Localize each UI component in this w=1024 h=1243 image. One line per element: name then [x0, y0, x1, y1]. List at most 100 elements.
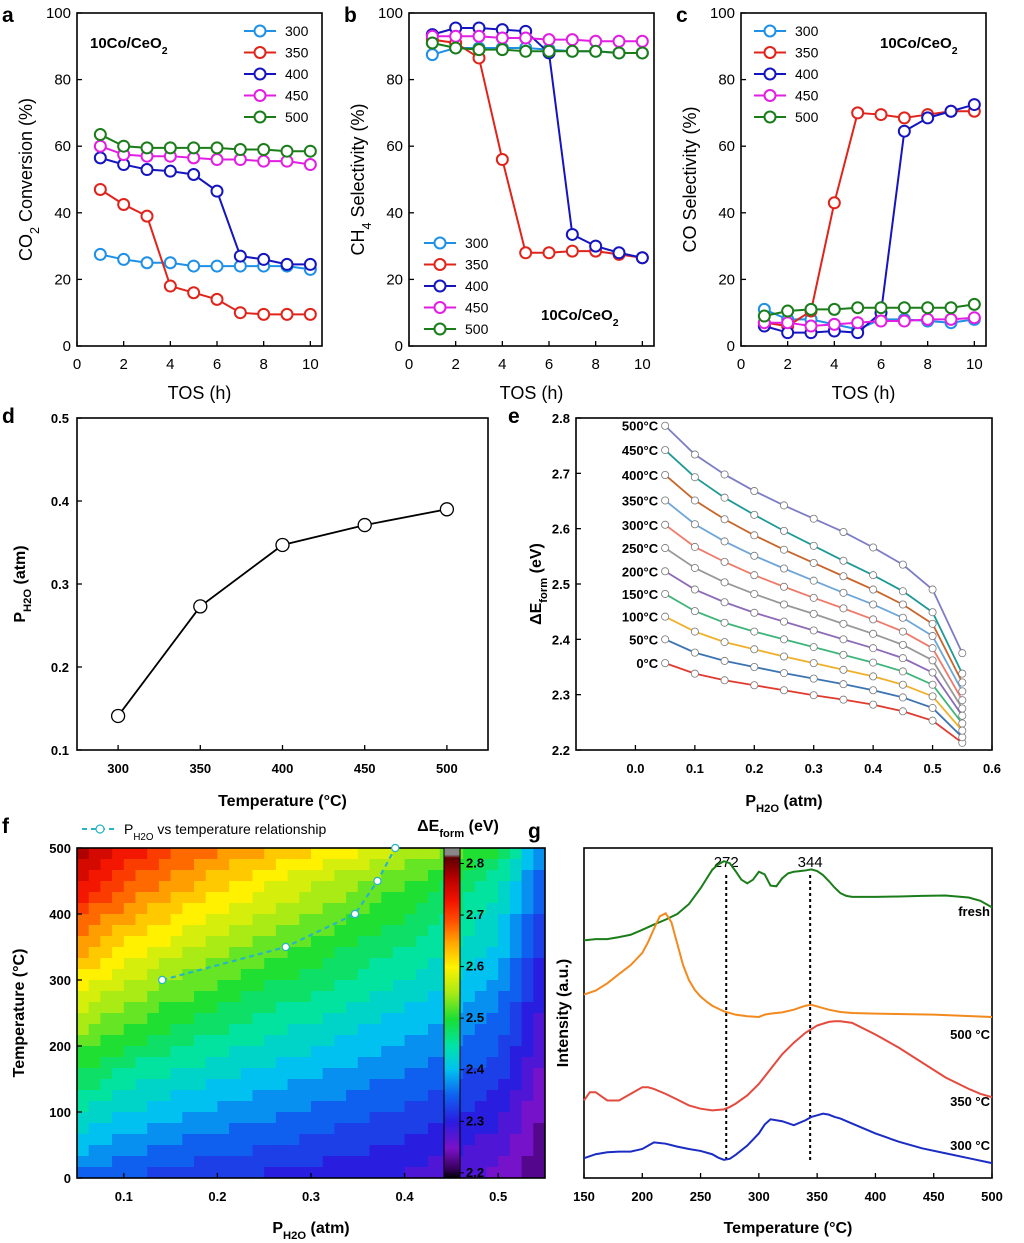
contour-cell-f — [369, 881, 382, 893]
contour-cell-f — [194, 892, 207, 904]
contour-cell-f — [275, 1079, 289, 1091]
contour-cell-f — [77, 1057, 90, 1069]
contour-cell-f — [135, 1145, 148, 1157]
contour-cell-f — [182, 1035, 195, 1047]
data-point-e — [958, 711, 967, 720]
contour-cell-f — [112, 1167, 125, 1178]
contour-cell-f — [205, 903, 218, 915]
contour-cell-f — [158, 1145, 172, 1157]
series-label-e-250°C: 250°C — [622, 541, 659, 556]
contour-cell-f — [217, 1068, 230, 1080]
contour-cell-f — [112, 1035, 125, 1047]
contour-cell-f — [170, 1068, 183, 1080]
contour-cell-f — [533, 936, 545, 948]
contour-cell-f — [287, 925, 300, 937]
contour-cell-f — [252, 1057, 265, 1069]
contour-cell-f — [170, 1057, 183, 1069]
contour-cell-f — [474, 1134, 488, 1146]
contour-cell-f — [252, 936, 265, 948]
contour-cell-f — [77, 870, 90, 882]
contour-cell-f — [287, 1013, 300, 1025]
contour-cell-f — [123, 914, 137, 926]
contour-cell-f — [264, 969, 277, 981]
contour-cell-f — [357, 1079, 371, 1091]
contour-cell-f — [147, 1101, 160, 1113]
contour-cell-f — [205, 881, 218, 893]
contour-cell-f — [486, 1101, 499, 1113]
contour-cell-f — [100, 1057, 113, 1069]
contour-cell-f — [123, 903, 137, 915]
contour-cell-f — [369, 1145, 382, 1157]
contour-cell-f — [381, 870, 394, 882]
contour-cell-f — [474, 1068, 488, 1080]
contour-cell-f — [463, 1024, 476, 1036]
contour-cell-f — [88, 947, 101, 959]
data-point-e — [958, 678, 967, 687]
y-tick-label-d: 0.2 — [51, 660, 69, 675]
contour-cell-f — [474, 859, 488, 871]
data-point-e — [780, 635, 789, 644]
contour-cell-f — [463, 848, 476, 860]
data-point-c-400 — [897, 124, 911, 138]
data-point-e — [898, 667, 907, 676]
contour-cell-f — [88, 1002, 101, 1014]
contour-cell-f — [474, 1002, 488, 1014]
contour-cell-f — [463, 1112, 476, 1124]
contour-cell-f — [170, 859, 183, 871]
contour-cell-f — [404, 1035, 417, 1047]
series-label-e-500°C: 500°C — [622, 419, 659, 434]
contour-cell-f — [509, 1123, 523, 1135]
contour-cell-f — [416, 859, 429, 871]
contour-cell-f — [135, 903, 148, 915]
contour-cell-f — [252, 914, 265, 926]
contour-cell-f — [521, 1145, 534, 1157]
contour-cell-f — [287, 1156, 300, 1168]
contour-cell-f — [240, 1013, 254, 1025]
x-tick-label-g: 500 — [981, 1189, 1003, 1204]
data-point-b-500 — [542, 44, 556, 58]
contour-cell-f — [135, 1090, 148, 1102]
contour-cell-f — [416, 980, 429, 992]
contour-cell-f — [428, 848, 441, 860]
data-point-e — [839, 604, 848, 613]
legend-label-c: 350 — [795, 45, 819, 61]
contour-cell-f — [486, 1068, 499, 1080]
contour-cell-f — [264, 903, 277, 915]
contour-cell-f — [416, 1024, 429, 1036]
panel-label-f: f — [2, 815, 10, 838]
data-point-e — [690, 627, 699, 636]
contour-cell-f — [182, 1057, 195, 1069]
data-point-e — [898, 640, 907, 649]
contour-cell-f — [287, 1145, 300, 1157]
data-point-a-500 — [140, 141, 154, 155]
contour-cell-f — [392, 969, 406, 981]
contour-cell-f — [369, 1068, 382, 1080]
contour-cell-f — [381, 936, 394, 948]
data-point-e — [928, 703, 937, 712]
y-tick-label-b: 20 — [386, 271, 403, 288]
contour-cell-f — [275, 892, 289, 904]
contour-cell-f — [521, 1046, 534, 1058]
contour-cell-f — [147, 1079, 160, 1091]
contour-cell-f — [428, 936, 441, 948]
contour-cell-f — [498, 958, 511, 970]
contour-cell-f — [533, 1134, 545, 1146]
contour-cell-f — [404, 1024, 417, 1036]
contour-cell-f — [486, 1002, 499, 1014]
contour-cell-f — [229, 1002, 242, 1014]
contour-cell-f — [533, 958, 545, 970]
contour-cell-f — [147, 1068, 160, 1080]
contour-cell-f — [77, 848, 90, 860]
contour-cell-f — [509, 1090, 523, 1102]
contour-cell-f — [521, 892, 534, 904]
data-point-e — [898, 627, 907, 636]
legend-marker-c — [763, 110, 777, 124]
contour-cell-f — [404, 848, 417, 860]
contour-cell-f — [182, 1079, 195, 1091]
contour-cell-f — [533, 1013, 545, 1025]
legend-marker-b — [433, 279, 447, 293]
data-point-e — [869, 571, 878, 580]
y-tick-label-b: 80 — [386, 72, 403, 89]
contour-cell-f — [416, 958, 429, 970]
contour-cell-f — [170, 848, 183, 860]
